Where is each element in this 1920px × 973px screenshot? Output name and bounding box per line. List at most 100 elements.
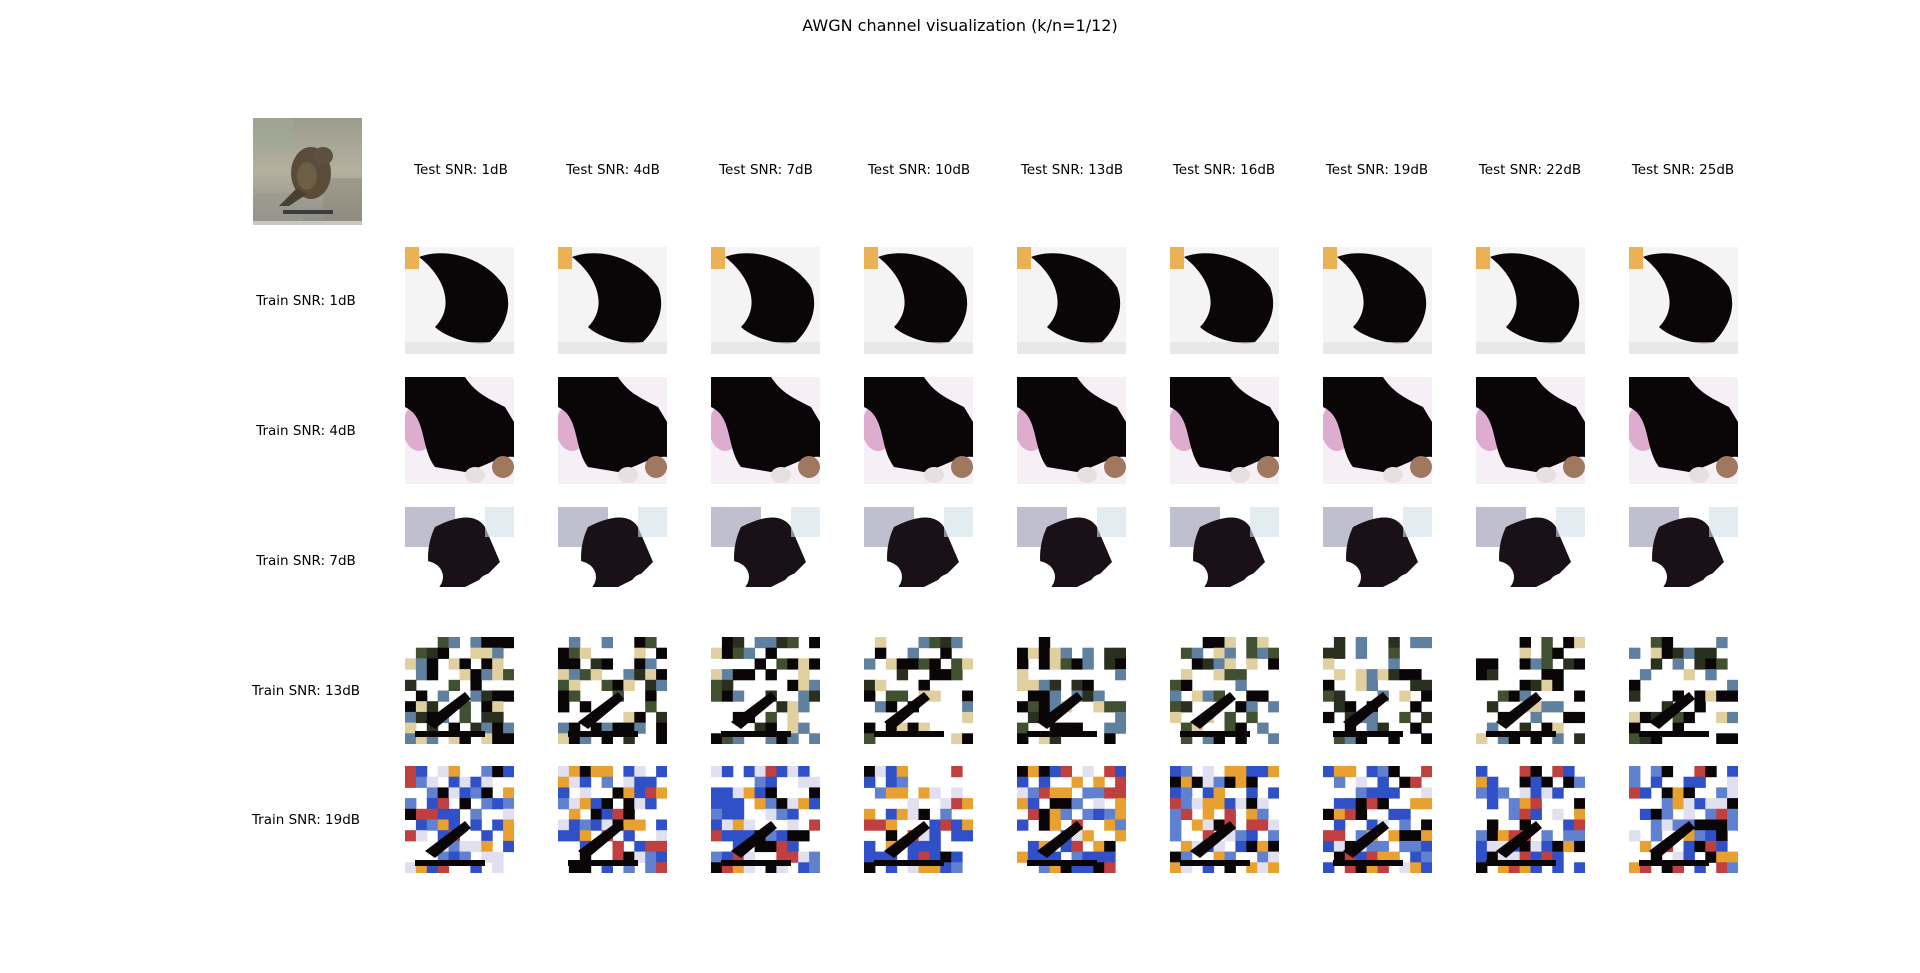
column-label-test-snr-25: Test SNR: 25dB: [1631, 162, 1735, 178]
reconstruction-image: [558, 377, 667, 484]
reconstruction-image-graphic: [1476, 247, 1585, 354]
reconstruction-image: [1017, 637, 1126, 744]
row-label-train-snr-13: Train SNR: 13dB: [251, 683, 361, 699]
reconstruction-image-graphic: [1170, 247, 1279, 354]
reconstruction-image: [864, 766, 973, 873]
reconstruction-image: [864, 247, 973, 354]
row-label-train-snr-1: Train SNR: 1dB: [256, 293, 356, 309]
reconstruction-image: [711, 637, 820, 744]
reconstruction-image: [1017, 766, 1126, 873]
reconstruction-image: [1017, 377, 1126, 484]
column-label-test-snr-13: Test SNR: 13dB: [1020, 162, 1124, 178]
reconstruction-image-graphic: [405, 637, 514, 744]
reconstruction-image-graphic: [711, 637, 820, 744]
reconstruction-image: [558, 247, 667, 354]
reconstruction-image: [864, 507, 973, 614]
reconstruction-image: [1017, 247, 1126, 354]
reconstruction-image: [1323, 377, 1432, 484]
reconstruction-image-graphic: [864, 377, 973, 484]
reconstruction-image-graphic: [1629, 507, 1738, 614]
reconstruction-image-graphic: [405, 766, 514, 873]
column-label-test-snr-1: Test SNR: 1dB: [414, 162, 508, 178]
reconstruction-image-graphic: [1017, 766, 1126, 873]
reconstruction-image: [1017, 507, 1126, 614]
reconstruction-image: [1170, 766, 1279, 873]
reconstruction-image-graphic: [1323, 507, 1432, 614]
reconstruction-image-graphic: [558, 766, 667, 873]
reconstruction-image: [558, 507, 667, 614]
reconstruction-image: [1170, 247, 1279, 354]
reconstruction-image: [1323, 507, 1432, 614]
reconstruction-image: [405, 766, 514, 873]
reconstruction-image-graphic: [711, 507, 820, 614]
reconstruction-image-graphic: [1323, 247, 1432, 354]
reconstruction-image-graphic: [1629, 766, 1738, 873]
reconstruction-image-graphic: [864, 507, 973, 614]
column-label-test-snr-10: Test SNR: 10dB: [867, 162, 971, 178]
reconstruction-image-graphic: [1476, 637, 1585, 744]
reconstruction-image-graphic: [1017, 377, 1126, 484]
reconstruction-image-graphic: [1323, 766, 1432, 873]
reconstruction-image-graphic: [1323, 637, 1432, 744]
reconstruction-image-graphic: [1629, 637, 1738, 744]
reconstruction-image-graphic: [711, 247, 820, 354]
reconstruction-image: [864, 377, 973, 484]
reconstruction-image: [405, 637, 514, 744]
reconstruction-image-graphic: [558, 637, 667, 744]
column-label-test-snr-22: Test SNR: 22dB: [1478, 162, 1582, 178]
reconstruction-image-graphic: [405, 377, 514, 484]
reconstruction-image-graphic: [1476, 766, 1585, 873]
reconstruction-image: [1476, 507, 1585, 614]
reconstruction-image: [405, 377, 514, 484]
reconstruction-image-graphic: [711, 377, 820, 484]
row-label-train-snr-4: Train SNR: 4dB: [256, 423, 356, 439]
reconstruction-image: [864, 637, 973, 744]
reconstruction-image: [1323, 247, 1432, 354]
row-label-train-snr-7: Train SNR: 7dB: [256, 553, 356, 569]
reconstruction-image: [558, 766, 667, 873]
reconstruction-image-graphic: [1017, 247, 1126, 354]
reconstruction-image: [711, 507, 820, 614]
reconstruction-image-graphic: [1476, 377, 1585, 484]
reconstruction-image-graphic: [558, 507, 667, 614]
reconstruction-image-graphic: [864, 766, 973, 873]
reconstruction-image: [1323, 637, 1432, 744]
reconstruction-image-graphic: [864, 247, 973, 354]
reconstruction-image-graphic: [405, 507, 514, 614]
figure-title: AWGN channel visualization (k/n=1/12): [802, 16, 1118, 35]
reconstruction-image-graphic: [1476, 507, 1585, 614]
reconstruction-image-graphic: [1017, 637, 1126, 744]
reconstruction-image-graphic: [1323, 377, 1432, 484]
reconstruction-image: [1476, 377, 1585, 484]
reconstruction-image-graphic: [558, 377, 667, 484]
reconstruction-image: [1629, 766, 1738, 873]
reconstruction-image: [711, 766, 820, 873]
reconstruction-image: [558, 637, 667, 744]
column-label-test-snr-19: Test SNR: 19dB: [1325, 162, 1429, 178]
original-bird-image: [253, 118, 362, 225]
reconstruction-image: [711, 247, 820, 354]
reconstruction-image: [405, 247, 514, 354]
row-label-train-snr-19: Train SNR: 19dB: [251, 812, 361, 828]
reconstruction-image: [1629, 637, 1738, 744]
column-label-test-snr-16: Test SNR: 16dB: [1172, 162, 1276, 178]
reconstruction-image-graphic: [1170, 637, 1279, 744]
reconstruction-image-graphic: [558, 247, 667, 354]
reconstruction-image: [1170, 507, 1279, 614]
reconstruction-image: [1170, 637, 1279, 744]
reconstruction-image: [1476, 637, 1585, 744]
reconstruction-image: [1629, 507, 1738, 614]
reconstruction-image: [1476, 247, 1585, 354]
reconstruction-image-graphic: [1017, 507, 1126, 614]
reconstruction-image-graphic: [1629, 377, 1738, 484]
reconstruction-image-graphic: [405, 247, 514, 354]
reconstruction-image: [1476, 766, 1585, 873]
reconstruction-image: [1170, 377, 1279, 484]
reconstruction-image-graphic: [1170, 377, 1279, 484]
reconstruction-image: [1629, 377, 1738, 484]
column-label-test-snr-7: Test SNR: 7dB: [719, 162, 813, 178]
reconstruction-image: [1323, 766, 1432, 873]
reconstruction-image-graphic: [1170, 507, 1279, 614]
reconstruction-image-graphic: [864, 637, 973, 744]
original-image: [253, 118, 362, 225]
